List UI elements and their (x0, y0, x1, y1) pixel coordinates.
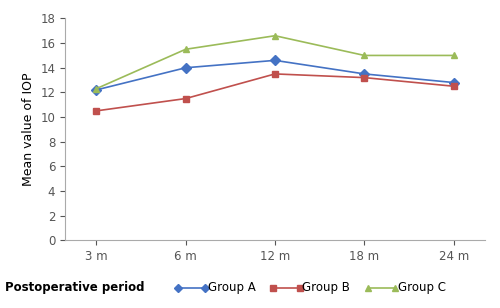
Line: Group C: Group C (93, 32, 457, 92)
Group C (450, 54, 456, 57)
Group C (94, 87, 100, 91)
Text: Group B: Group B (302, 282, 350, 294)
Text: Postoperative period: Postoperative period (5, 282, 144, 294)
Group B (272, 72, 278, 76)
Group C (272, 34, 278, 38)
Group B (450, 84, 456, 88)
Group A (182, 66, 188, 70)
Text: Group A: Group A (208, 282, 256, 294)
Group B (94, 109, 100, 113)
Line: Group B: Group B (93, 71, 457, 114)
Group C (182, 47, 188, 51)
Line: Group A: Group A (93, 57, 457, 93)
Group B (182, 97, 188, 100)
Y-axis label: Mean value of IOP: Mean value of IOP (22, 73, 35, 186)
Group B (362, 76, 368, 79)
Group A (94, 88, 100, 92)
Group A (362, 72, 368, 76)
Text: Group C: Group C (398, 282, 446, 294)
Group C (362, 54, 368, 57)
Group A (272, 59, 278, 62)
Group A (450, 81, 456, 84)
